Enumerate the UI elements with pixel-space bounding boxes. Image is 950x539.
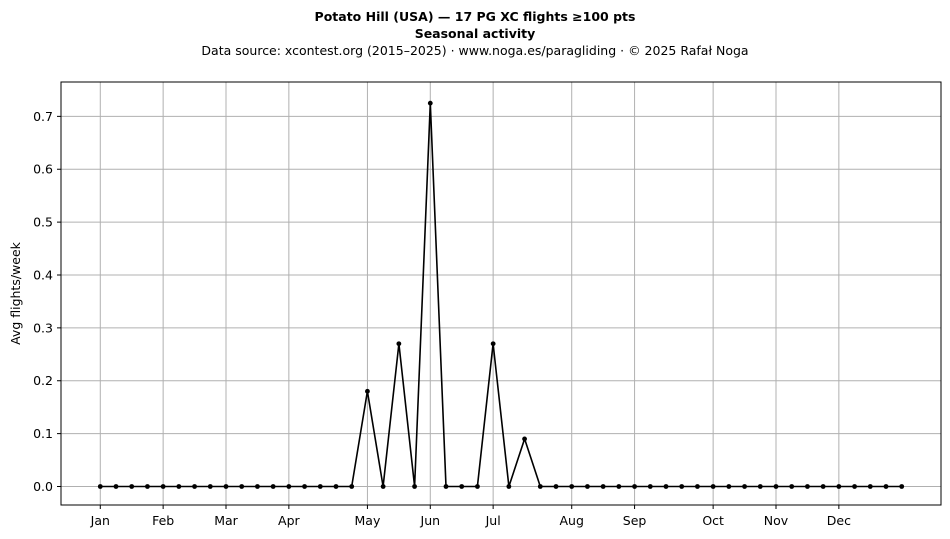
y-axis-label: Avg flights/week xyxy=(8,241,23,345)
data-point xyxy=(396,341,402,347)
data-point xyxy=(286,484,292,489)
x-tick-label: Dec xyxy=(827,513,851,528)
data-point xyxy=(805,484,810,489)
data-point xyxy=(742,484,747,489)
data-point xyxy=(710,484,716,489)
y-tick-label: 0.4 xyxy=(33,267,53,282)
y-tick-label: 0.7 xyxy=(33,109,53,124)
data-point xyxy=(726,484,732,489)
y-tick-label: 0.5 xyxy=(33,215,53,230)
data-point xyxy=(113,484,119,489)
data-point xyxy=(522,436,527,442)
x-tick-label: Feb xyxy=(152,513,174,528)
data-point xyxy=(365,388,370,394)
data-point xyxy=(773,484,779,489)
series-line xyxy=(100,102,902,488)
data-point xyxy=(97,484,103,489)
x-tick-label: Sep xyxy=(623,513,647,528)
y-tick-label: 0.1 xyxy=(33,426,53,441)
data-point xyxy=(223,484,229,489)
data-point xyxy=(129,484,135,489)
data-point xyxy=(679,484,685,489)
data-point xyxy=(600,484,606,489)
data-point xyxy=(852,484,857,489)
data-point xyxy=(176,484,182,489)
data-point xyxy=(867,484,873,489)
data-point xyxy=(506,484,512,489)
y-tick-label: 0.6 xyxy=(33,162,53,177)
data-point xyxy=(160,484,166,489)
y-tick-label: 0.3 xyxy=(33,320,53,335)
plot-frame xyxy=(60,81,942,506)
data-point xyxy=(490,341,496,347)
data-point xyxy=(836,484,842,489)
data-point xyxy=(239,484,245,489)
data-point xyxy=(459,484,465,489)
grid-lines xyxy=(61,82,941,505)
data-point xyxy=(427,100,433,106)
data-point xyxy=(820,484,826,489)
data-point xyxy=(443,484,449,489)
data-point xyxy=(632,484,637,489)
x-tick-label: Jul xyxy=(485,513,501,528)
x-tick-label: Nov xyxy=(764,513,789,528)
chart-source-line: Data source: xcontest.org (2015–2025) · … xyxy=(201,43,749,58)
x-tick-label: Jun xyxy=(420,513,441,528)
data-point xyxy=(255,484,260,489)
data-point xyxy=(757,484,763,489)
data-point xyxy=(349,484,355,489)
data-point xyxy=(412,484,417,489)
x-tick-label: Apr xyxy=(278,513,300,528)
data-point xyxy=(647,484,653,489)
data-point xyxy=(537,484,543,489)
x-tick-label: Mar xyxy=(214,513,238,528)
data-point xyxy=(663,484,669,489)
data-point xyxy=(789,484,795,489)
y-axis-ticks: 0.0 0.1 0.2 0.3 0.4 0.5 0.6 0.7 xyxy=(33,109,61,494)
data-point xyxy=(585,484,590,489)
data-point xyxy=(899,484,905,489)
x-tick-label: Oct xyxy=(702,513,724,528)
x-axis-ticks: Jan Feb Mar Apr May Jun Jul Aug Sep Oct Nov Dec xyxy=(90,505,851,528)
data-point xyxy=(695,484,700,489)
x-tick-label: Jan xyxy=(90,513,110,528)
data-point xyxy=(270,484,276,489)
data-point xyxy=(333,484,339,489)
data-point xyxy=(569,484,575,489)
data-point xyxy=(302,484,307,489)
data-point xyxy=(553,484,559,489)
data-point xyxy=(883,484,889,489)
y-tick-label: 0.2 xyxy=(33,373,53,388)
data-point xyxy=(192,484,197,489)
y-tick-label: 0.0 xyxy=(33,479,53,494)
x-tick-label: Aug xyxy=(560,513,584,528)
chart-subtitle: Seasonal activity xyxy=(414,26,536,41)
series-line-layer xyxy=(100,102,902,488)
data-point xyxy=(380,484,386,489)
data-point xyxy=(475,484,480,489)
data-point xyxy=(616,484,622,489)
data-point xyxy=(317,484,323,489)
x-tick-label: May xyxy=(355,513,381,528)
series-points xyxy=(97,100,905,489)
data-point xyxy=(145,484,150,489)
chart-title: Potato Hill (USA) — 17 PG XC flights ≥10… xyxy=(314,9,636,24)
data-point xyxy=(207,484,213,489)
